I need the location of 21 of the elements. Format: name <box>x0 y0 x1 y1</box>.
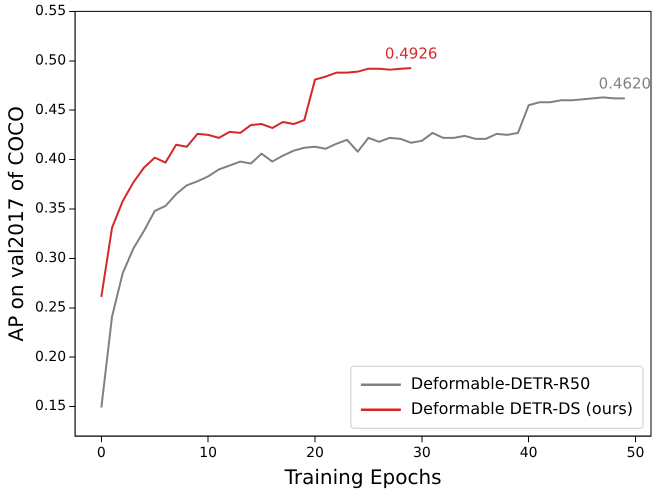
y-tick-label: 0.45 <box>35 102 66 118</box>
x-tick-label: 0 <box>96 445 106 462</box>
y-tick-label: 0.55 <box>35 3 66 20</box>
legend-label: Deformable-DETR-R50 <box>410 374 590 393</box>
annotation: 0.4926 <box>384 44 438 62</box>
x-tick-label: 20 <box>306 445 324 462</box>
x-tick-label: 40 <box>520 445 538 462</box>
x-tick-label: 10 <box>199 445 218 462</box>
y-tick-label: 0.20 <box>35 348 66 365</box>
y-tick-label: 0.30 <box>35 250 66 266</box>
y-tick-label: 0.25 <box>35 299 66 316</box>
legend-label: Deformable DETR-DS (ours) <box>410 398 633 418</box>
y-axis-title: AP on val2017 of COCO <box>4 106 28 342</box>
y-tick-label: 0.35 <box>35 200 66 217</box>
y-tick-label: 0.40 <box>35 151 66 168</box>
y-tick-label: 0.15 <box>35 398 66 414</box>
x-tick-label: 50 <box>626 445 644 462</box>
annotation: 0.4620 <box>598 74 652 93</box>
y-tick-label: 0.50 <box>35 52 66 68</box>
x-axis-title: Training Epochs <box>284 465 442 490</box>
x-tick-label: 30 <box>412 445 431 462</box>
